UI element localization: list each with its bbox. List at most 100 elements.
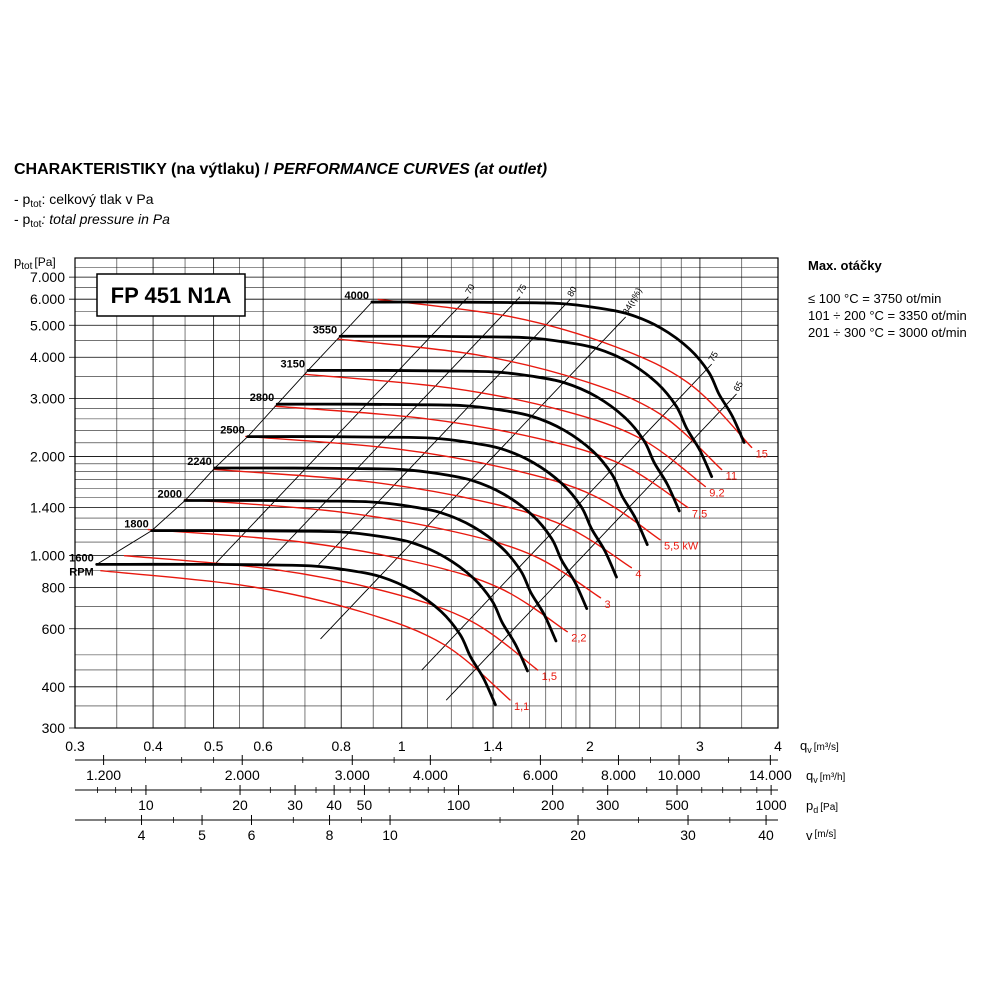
max-speed-line: ≤ 100 °C = 3750 ot/min [808, 291, 941, 306]
x-tick-label: 1 [398, 738, 406, 754]
speed-label: 1800 [124, 519, 148, 531]
speed-curve [275, 402, 649, 547]
label-unit: [Pa] [34, 255, 55, 269]
x-tick-label: 0.8 [331, 738, 351, 754]
power-label: 4 [635, 569, 641, 581]
y-axis-label: ptot [Pa] [14, 254, 56, 272]
y-tick-label: 2.000 [30, 448, 65, 464]
speed-label: 1600 [69, 552, 93, 564]
speed-curve [150, 529, 529, 673]
label-unit: [m³/s] [814, 742, 839, 753]
x-tick-label: 0.5 [204, 738, 224, 754]
speed-label: 3150 [281, 358, 305, 370]
note: - ptot: celkový tlak v Pa [14, 191, 154, 210]
label-unit: [m³/h] [820, 772, 846, 783]
speed-label: 2500 [220, 425, 244, 437]
x-tick-label: 1.4 [483, 738, 503, 754]
speed-curve [95, 562, 497, 707]
x-tick-label: 20 [570, 827, 586, 843]
power-label: 11 [726, 471, 737, 483]
x-tick-label: 10 [382, 827, 398, 843]
x-tick-label: 30 [287, 797, 303, 813]
note-sub: tot [30, 199, 41, 210]
efficiency-line [214, 296, 469, 565]
axis-label: qv [m³/h] [806, 768, 846, 785]
efficiency-label: 65 [731, 379, 745, 393]
efficiency-label: 75 [707, 350, 721, 364]
power-label: 1,1 [514, 701, 529, 713]
title-english: PERFORMANCE CURVES (at outlet) [273, 161, 547, 178]
power-label: 5,5 kW [664, 541, 699, 553]
max-speed-title: Max. otáčky [808, 258, 882, 273]
y-tick-label: 300 [42, 720, 66, 736]
label-unit: [m/s] [815, 829, 837, 840]
label-main: p [806, 798, 813, 813]
speed-label: 3550 [313, 324, 337, 336]
power-curve [245, 435, 661, 541]
speed-label: 2000 [158, 489, 182, 501]
speed-curve [183, 499, 558, 643]
speed-curve [246, 435, 618, 579]
power-curve [147, 528, 568, 633]
x-tick-label: 1.200 [86, 767, 121, 783]
power-curve [184, 498, 602, 599]
efficiency-line [265, 296, 521, 565]
x-tick-label: 6.000 [523, 767, 558, 783]
label-sub: d [813, 805, 818, 815]
x-tick-label: 200 [541, 797, 565, 813]
model-box [96, 273, 246, 317]
x-tick-label: 3.000 [335, 767, 370, 783]
x-tick-label: 0.4 [143, 738, 163, 754]
max-speed-line: 201 ÷ 300 °C = 3000 ot/min [808, 325, 967, 340]
y-tick-label: 6.000 [30, 291, 65, 307]
note-prefix: - p [14, 191, 31, 207]
axes: 0.3 0.4 0.5 0.6 0.8 1 1.4 2 3 43004006008001.0001… [30, 269, 846, 843]
x-tick-label: 2.000 [225, 767, 260, 783]
x-tick-label: 40 [758, 827, 774, 843]
note-sub: tot [30, 219, 41, 230]
efficiency-label: 80 [565, 285, 579, 299]
title-czech: CHARAKTERISTIKY (na výtlaku) / [14, 161, 273, 178]
y-tick-label: 800 [42, 580, 66, 596]
y-tick-label: 7.000 [30, 269, 65, 285]
plot-frame [74, 257, 779, 729]
efficiency-label: 75 [515, 282, 529, 296]
x-tick-label: 5 [198, 827, 206, 843]
label-unit: [Pa] [820, 802, 838, 813]
efficiency-label: 70 [463, 282, 477, 296]
power-label: 1,5 [542, 671, 557, 683]
speed-curve [338, 334, 714, 479]
note-prefix: - p [14, 211, 31, 227]
x-tick-label: 50 [357, 797, 373, 813]
y-tick-label: 1.000 [30, 548, 65, 564]
power-label: 3 [605, 599, 611, 611]
axis-label: v [m/s] [806, 828, 836, 843]
x-tick-label: 8.000 [601, 767, 636, 783]
label-main: v [806, 828, 813, 843]
speed-label: 4000 [344, 290, 368, 302]
efficiency-line [318, 298, 571, 565]
x-tick-label: 30 [680, 827, 696, 843]
x-tick-label: 40 [326, 797, 342, 813]
axis-label: qv [m³/s] [800, 738, 839, 755]
speed-label: 2240 [187, 456, 211, 468]
label-sub: v [813, 775, 818, 785]
x-tick-label: 4 [138, 827, 146, 843]
x-tick-label: 4.000 [413, 767, 448, 783]
label-main: p [14, 254, 21, 269]
y-tick-label: 5.000 [30, 317, 65, 333]
model-label: FP 451 N1A [111, 283, 232, 308]
y-tick-label: 400 [42, 679, 66, 695]
axis-label: pd [Pa] [806, 798, 838, 815]
power-label: 9,2 [709, 488, 724, 500]
y-tick-label: 600 [42, 621, 66, 637]
x-tick-label: 8 [326, 827, 334, 843]
note-text: : celkový tlak v Pa [41, 191, 153, 207]
x-tick-label: 2 [586, 738, 594, 754]
x-tick-label: 0.6 [253, 738, 273, 754]
x-tick-label: 3 [696, 738, 704, 754]
y-tick-label: 3.000 [30, 390, 65, 406]
note: - ptot: total pressure in Pa [14, 211, 170, 230]
x-tick-label: 4 [774, 738, 782, 754]
